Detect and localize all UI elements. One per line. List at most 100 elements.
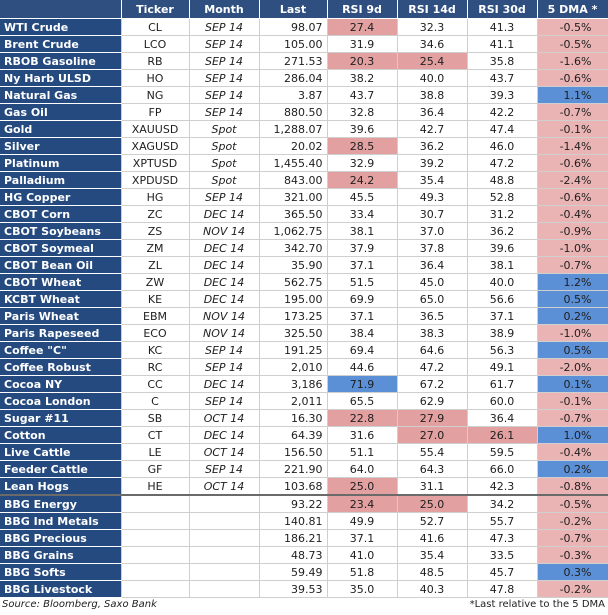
rsi-14d-cell: 52.7: [396, 512, 468, 530]
rsi-14d-cell: 41.6: [396, 529, 468, 547]
rsi-30d-cell: 41.1: [466, 35, 538, 53]
last-price-cell: 3,186: [258, 375, 328, 393]
column-header: RSI 30d: [467, 0, 538, 19]
commodity-name-cell: BBG Livestock: [0, 580, 121, 598]
last-price-cell: 105.00: [258, 35, 328, 53]
month-cell: SEP 14: [188, 69, 260, 87]
commodity-name-cell: Live Cattle: [0, 443, 121, 461]
rsi-30d-cell: 38.1: [466, 256, 538, 274]
rsi-14d-cell: 35.4: [396, 546, 468, 564]
last-price-cell: 342.70: [258, 239, 328, 257]
column-header: Ticker: [121, 0, 190, 19]
ticker-cell: [120, 512, 190, 530]
commodity-name-cell: KCBT Wheat: [0, 290, 121, 308]
rsi-30d-cell: 35.8: [466, 52, 538, 70]
table-row: BBG Precious 186.21 37.1 41.6 47.3 -0.7%: [0, 529, 608, 547]
ticker-cell: CT: [120, 426, 190, 444]
table-row: Cotton CT DEC 14 64.39 31.6 27.0 26.1 1.0%: [0, 426, 608, 444]
commodity-name-cell: BBG Energy: [0, 494, 121, 513]
last-price-cell: 195.00: [258, 290, 328, 308]
commodity-name-cell: Gas Oil: [0, 103, 121, 121]
rsi-30d-cell: 47.8: [466, 580, 538, 598]
dma-5-cell: 0.2%: [536, 460, 608, 478]
rsi-14d-cell: 40.3: [396, 580, 468, 598]
month-cell: DEC 14: [188, 256, 260, 274]
ticker-cell: SB: [120, 409, 190, 427]
rsi-9d-cell: 38.1: [326, 222, 398, 240]
table-row: Coffee "C" KC SEP 14 191.25 69.4 64.6 56.3 0.5%: [0, 341, 608, 359]
month-cell: OCT 14: [188, 443, 260, 461]
rsi-14d-cell: 30.7: [396, 205, 468, 223]
rsi-9d-cell: 69.4: [326, 341, 398, 359]
table-row: BBG Energy 93.22 23.4 25.0 34.2 -0.5%: [0, 494, 608, 513]
dma-5-cell: 0.5%: [536, 290, 608, 308]
table-row: Live Cattle LE OCT 14 156.50 51.1 55.4 59.5 -0.…: [0, 443, 608, 461]
ticker-cell: CC: [120, 375, 190, 393]
rsi-9d-cell: 71.9: [326, 375, 398, 393]
commodity-name-cell: RBOB Gasoline: [0, 52, 121, 70]
rsi-9d-cell: 20.3: [326, 52, 398, 70]
table-row: Coffee Robust RC SEP 14 2,010 44.6 47.2 49.1 -2…: [0, 358, 608, 376]
rsi-30d-cell: 34.2: [466, 494, 538, 513]
rsi-30d-cell: 42.3: [466, 477, 538, 496]
rsi-14d-cell: 42.7: [396, 120, 468, 138]
rsi-14d-cell: 48.5: [396, 563, 468, 581]
rsi-14d-cell: 47.2: [396, 358, 468, 376]
commodities-rsi-table: Ticker Month Last RSI 9d RSI 14d RSI 30d…: [0, 0, 608, 598]
ticker-cell: XPDUSD: [120, 171, 190, 189]
ticker-cell: KE: [120, 290, 190, 308]
rsi-14d-cell: 64.3: [396, 460, 468, 478]
last-price-cell: 2,011: [258, 392, 328, 410]
dma-5-cell: -2.4%: [536, 171, 608, 189]
dma-5-cell: -0.5%: [536, 35, 608, 53]
month-cell: [188, 563, 260, 581]
dma-5-cell: -0.3%: [536, 546, 608, 564]
dma-5-cell: -1.4%: [536, 137, 608, 155]
rsi-30d-cell: 56.6: [466, 290, 538, 308]
last-price-cell: 48.73: [258, 546, 328, 564]
dma-5-cell: -0.1%: [536, 392, 608, 410]
ticker-cell: ZL: [120, 256, 190, 274]
table-row: CBOT Bean Oil ZL DEC 14 35.90 37.1 36.4 38.1 -0…: [0, 256, 608, 274]
month-cell: SEP 14: [188, 460, 260, 478]
commodity-name-cell: BBG Softs: [0, 563, 121, 581]
dma-5-cell: -1.6%: [536, 52, 608, 70]
ticker-cell: KC: [120, 341, 190, 359]
table-row: CBOT Soybeans ZS NOV 14 1,062.75 38.1 37.0 36.…: [0, 222, 608, 240]
rsi-14d-cell: 25.4: [396, 52, 468, 70]
dma-5-cell: 0.5%: [536, 341, 608, 359]
ticker-cell: [120, 494, 190, 513]
dma-5-cell: -0.7%: [536, 256, 608, 274]
rsi-9d-cell: 32.8: [326, 103, 398, 121]
table-row: Gas Oil FP SEP 14 880.50 32.8 36.4 42.2 -0.7%: [0, 103, 608, 121]
dma-5-cell: -0.2%: [536, 580, 608, 598]
rsi-14d-cell: 39.2: [396, 154, 468, 172]
last-price-cell: 271.53: [258, 52, 328, 70]
rsi-14d-cell: 38.3: [396, 324, 468, 342]
rsi-14d-cell: 36.2: [396, 137, 468, 155]
rsi-9d-cell: 37.1: [326, 307, 398, 325]
dma-5-cell: -1.0%: [536, 324, 608, 342]
rsi-30d-cell: 33.5: [466, 546, 538, 564]
rsi-30d-cell: 37.1: [466, 307, 538, 325]
rsi-9d-cell: 28.5: [326, 137, 398, 155]
dma-5-cell: -0.7%: [536, 103, 608, 121]
ticker-cell: ZC: [120, 205, 190, 223]
commodity-name-cell: Cocoa NY: [0, 375, 121, 393]
rsi-30d-cell: 47.4: [466, 120, 538, 138]
dma-5-cell: -1.0%: [536, 239, 608, 257]
ticker-cell: [120, 546, 190, 564]
rsi-14d-cell: 34.6: [396, 35, 468, 53]
commodity-name-cell: CBOT Corn: [0, 205, 121, 223]
table-row: CBOT Soymeal ZM DEC 14 342.70 37.9 37.8 39.6 -1…: [0, 239, 608, 257]
ticker-cell: ECO: [120, 324, 190, 342]
rsi-9d-cell: 51.5: [326, 273, 398, 291]
rsi-14d-cell: 27.0: [396, 426, 468, 444]
month-cell: NOV 14: [188, 324, 260, 342]
month-cell: SEP 14: [188, 392, 260, 410]
dma-5-cell: -0.6%: [536, 188, 608, 206]
commodity-name-cell: BBG Ind Metals: [0, 512, 121, 530]
rsi-30d-cell: 26.1: [466, 426, 538, 444]
ticker-cell: XAUUSD: [120, 120, 190, 138]
rsi-14d-cell: 55.4: [396, 443, 468, 461]
